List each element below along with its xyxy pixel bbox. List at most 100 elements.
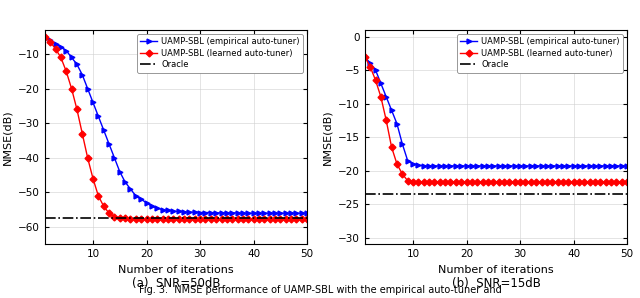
- UAMP-SBL (learned auto-tuner): [298, 217, 306, 221]
- UAMP-SBL (learned auto-tuner): [244, 217, 252, 221]
- UAMP-SBL (learned auto-tuner): [564, 180, 572, 184]
- UAMP-SBL (empirical auto-tuner): [623, 164, 631, 168]
- UAMP-SBL (empirical auto-tuner): [564, 164, 572, 168]
- UAMP-SBL (empirical auto-tuner): [591, 164, 599, 168]
- UAMP-SBL (learned auto-tuner): [223, 217, 230, 221]
- Line: UAMP-SBL (empirical auto-tuner): UAMP-SBL (empirical auto-tuner): [362, 54, 630, 168]
- X-axis label: Number of iterations: Number of iterations: [118, 265, 234, 275]
- UAMP-SBL (empirical auto-tuner): [122, 180, 129, 184]
- UAMP-SBL (empirical auto-tuner): [73, 63, 81, 66]
- UAMP-SBL (empirical auto-tuner): [266, 211, 273, 215]
- Oracle: [361, 192, 369, 196]
- UAMP-SBL (learned auto-tuner): [522, 180, 529, 184]
- UAMP-SBL (learned auto-tuner): [602, 180, 610, 184]
- UAMP-SBL (empirical auto-tuner): [303, 211, 311, 215]
- UAMP-SBL (learned auto-tuner): [554, 180, 561, 184]
- UAMP-SBL (empirical auto-tuner): [382, 95, 390, 99]
- UAMP-SBL (learned auto-tuner): [175, 217, 182, 221]
- UAMP-SBL (empirical auto-tuner): [506, 164, 513, 168]
- UAMP-SBL (learned auto-tuner): [143, 217, 150, 221]
- UAMP-SBL (empirical auto-tuner): [586, 164, 593, 168]
- UAMP-SBL (learned auto-tuner): [420, 180, 428, 184]
- UAMP-SBL (empirical auto-tuner): [239, 211, 247, 215]
- UAMP-SBL (learned auto-tuner): [543, 180, 550, 184]
- UAMP-SBL (empirical auto-tuner): [474, 164, 481, 168]
- UAMP-SBL (learned auto-tuner): [191, 217, 198, 221]
- UAMP-SBL (empirical auto-tuner): [191, 210, 198, 214]
- UAMP-SBL (empirical auto-tuner): [196, 211, 204, 214]
- UAMP-SBL (empirical auto-tuner): [404, 159, 412, 162]
- UAMP-SBL (learned auto-tuner): [303, 217, 311, 221]
- UAMP-SBL (empirical auto-tuner): [212, 211, 220, 215]
- UAMP-SBL (empirical auto-tuner): [223, 211, 230, 215]
- UAMP-SBL (empirical auto-tuner): [143, 201, 150, 205]
- Oracle: [36, 217, 44, 220]
- Line: UAMP-SBL (empirical auto-tuner): UAMP-SBL (empirical auto-tuner): [42, 34, 310, 216]
- UAMP-SBL (empirical auto-tuner): [468, 164, 476, 168]
- UAMP-SBL (empirical auto-tuner): [159, 208, 166, 212]
- Legend: UAMP-SBL (empirical auto-tuner), UAMP-SBL (learned auto-tuner), Oracle: UAMP-SBL (empirical auto-tuner), UAMP-SB…: [457, 34, 623, 73]
- UAMP-SBL (learned auto-tuner): [260, 217, 268, 221]
- UAMP-SBL (learned auto-tuner): [105, 211, 113, 215]
- UAMP-SBL (empirical auto-tuner): [575, 164, 583, 168]
- UAMP-SBL (learned auto-tuner): [218, 217, 225, 221]
- UAMP-SBL (empirical auto-tuner): [111, 156, 118, 160]
- Text: (a)  SNR=50dB: (a) SNR=50dB: [132, 277, 220, 290]
- UAMP-SBL (learned auto-tuner): [442, 180, 449, 184]
- UAMP-SBL (learned auto-tuner): [484, 180, 492, 184]
- UAMP-SBL (empirical auto-tuner): [570, 164, 577, 168]
- UAMP-SBL (empirical auto-tuner): [554, 164, 561, 168]
- UAMP-SBL (empirical auto-tuner): [436, 164, 444, 168]
- UAMP-SBL (empirical auto-tuner): [207, 211, 214, 214]
- Legend: UAMP-SBL (empirical auto-tuner), UAMP-SBL (learned auto-tuner), Oracle: UAMP-SBL (empirical auto-tuner), UAMP-SB…: [137, 34, 303, 73]
- UAMP-SBL (learned auto-tuner): [575, 180, 583, 184]
- UAMP-SBL (learned auto-tuner): [196, 217, 204, 221]
- UAMP-SBL (empirical auto-tuner): [538, 164, 545, 168]
- UAMP-SBL (empirical auto-tuner): [377, 82, 385, 85]
- UAMP-SBL (learned auto-tuner): [372, 78, 380, 82]
- X-axis label: Number of iterations: Number of iterations: [438, 265, 554, 275]
- UAMP-SBL (empirical auto-tuner): [84, 87, 92, 90]
- UAMP-SBL (empirical auto-tuner): [138, 198, 145, 201]
- UAMP-SBL (empirical auto-tuner): [116, 170, 124, 173]
- UAMP-SBL (empirical auto-tuner): [180, 210, 188, 214]
- UAMP-SBL (learned auto-tuner): [490, 180, 497, 184]
- UAMP-SBL (empirical auto-tuner): [511, 164, 518, 168]
- UAMP-SBL (learned auto-tuner): [404, 179, 412, 182]
- UAMP-SBL (empirical auto-tuner): [463, 164, 470, 168]
- UAMP-SBL (learned auto-tuner): [52, 47, 60, 51]
- UAMP-SBL (empirical auto-tuner): [244, 211, 252, 215]
- Text: Fig. 3.  NMSE performance of UAMP-SBL with the empirical auto-tuner and: Fig. 3. NMSE performance of UAMP-SBL wit…: [139, 285, 501, 295]
- UAMP-SBL (empirical auto-tuner): [164, 209, 172, 212]
- UAMP-SBL (learned auto-tuner): [79, 132, 86, 135]
- UAMP-SBL (learned auto-tuner): [511, 180, 518, 184]
- Y-axis label: NMSE(dB): NMSE(dB): [323, 109, 332, 165]
- UAMP-SBL (learned auto-tuner): [138, 217, 145, 221]
- Oracle: [41, 217, 49, 220]
- UAMP-SBL (learned auto-tuner): [271, 217, 279, 221]
- UAMP-SBL (learned auto-tuner): [591, 180, 599, 184]
- UAMP-SBL (learned auto-tuner): [559, 180, 567, 184]
- UAMP-SBL (learned auto-tuner): [393, 162, 401, 166]
- UAMP-SBL (learned auto-tuner): [596, 180, 604, 184]
- UAMP-SBL (learned auto-tuner): [623, 180, 631, 184]
- UAMP-SBL (empirical auto-tuner): [484, 164, 492, 168]
- UAMP-SBL (learned auto-tuner): [436, 180, 444, 184]
- UAMP-SBL (learned auto-tuner): [89, 177, 97, 180]
- UAMP-SBL (learned auto-tuner): [612, 180, 620, 184]
- UAMP-SBL (learned auto-tuner): [415, 180, 422, 184]
- UAMP-SBL (learned auto-tuner): [548, 180, 556, 184]
- UAMP-SBL (empirical auto-tuner): [490, 164, 497, 168]
- UAMP-SBL (learned auto-tuner): [68, 87, 76, 90]
- UAMP-SBL (learned auto-tuner): [495, 180, 502, 184]
- UAMP-SBL (empirical auto-tuner): [431, 164, 438, 168]
- UAMP-SBL (empirical auto-tuner): [479, 164, 486, 168]
- UAMP-SBL (empirical auto-tuner): [372, 68, 380, 72]
- UAMP-SBL (empirical auto-tuner): [399, 142, 406, 146]
- UAMP-SBL (empirical auto-tuner): [282, 211, 290, 215]
- UAMP-SBL (learned auto-tuner): [506, 180, 513, 184]
- UAMP-SBL (learned auto-tuner): [122, 217, 129, 220]
- Oracle: [356, 192, 364, 196]
- UAMP-SBL (empirical auto-tuner): [46, 38, 54, 42]
- UAMP-SBL (learned auto-tuner): [180, 217, 188, 221]
